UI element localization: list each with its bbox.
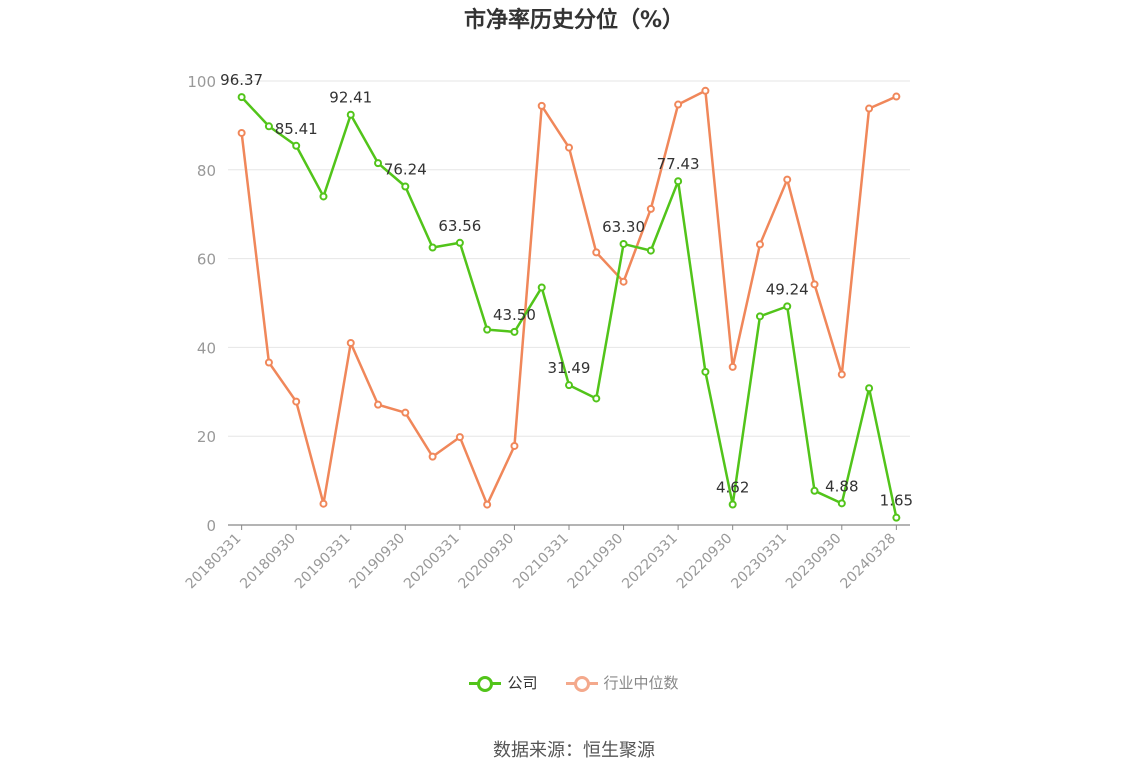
data-point-company (455, 238, 464, 247)
data-point-industry-median (701, 86, 710, 95)
y-tick-label: 80 (197, 162, 216, 180)
y-tick-label: 40 (197, 339, 216, 357)
data-point-company (401, 182, 410, 191)
x-tick-label: 20190331 (292, 531, 354, 593)
data-label: 4.88 (825, 477, 858, 495)
y-tick-label: 0 (206, 517, 216, 535)
data-point-industry-median (892, 92, 901, 101)
data-point-company (755, 312, 764, 321)
x-tick-label: 20180930 (237, 531, 299, 593)
data-point-company (483, 325, 492, 334)
data-point-company (810, 486, 819, 495)
data-point-industry-median (401, 408, 410, 417)
data-point-industry-median (264, 358, 273, 367)
x-tick-label: 20200930 (456, 531, 518, 593)
data-point-company (428, 243, 437, 252)
data-point-company (237, 93, 246, 102)
data-label: 63.56 (438, 217, 481, 235)
data-point-company (837, 499, 846, 508)
data-label: 31.49 (548, 359, 591, 377)
legend-swatch-industry-median (565, 675, 598, 692)
data-point-industry-median (537, 101, 546, 110)
data-point-industry-median (346, 338, 355, 347)
x-tick-label: 20180331 (183, 531, 245, 593)
x-tick-label: 20230930 (783, 531, 845, 593)
data-point-company (374, 159, 383, 168)
data-point-industry-median (755, 240, 764, 249)
legend: 公司 行业中位数 (0, 672, 1148, 693)
data-point-industry-median (319, 499, 328, 508)
data-point-company (619, 239, 628, 248)
y-tick-label: 60 (197, 251, 216, 269)
data-point-industry-median (455, 433, 464, 442)
data-label: 76.24 (384, 160, 427, 178)
data-point-industry-median (237, 128, 246, 137)
data-point-company (319, 192, 328, 201)
data-point-industry-median (565, 143, 573, 152)
data-label: 92.41 (329, 89, 372, 107)
legend-item-industry-median[interactable]: 行业中位数 (565, 672, 679, 693)
data-point-company (510, 327, 519, 336)
data-point-industry-median (292, 397, 301, 406)
data-point-industry-median (810, 280, 819, 289)
data-point-industry-median (646, 204, 655, 213)
data-point-company (728, 500, 737, 509)
legend-label-company: 公司 (507, 674, 538, 692)
chart-title: 市净率历史分位（%） (463, 8, 685, 33)
data-point-industry-median (428, 452, 437, 461)
data-point-company (674, 177, 683, 186)
data-point-company (592, 394, 601, 403)
legend-item-company[interactable]: 公司 (469, 672, 538, 693)
data-point-industry-median (728, 362, 737, 371)
data-point-company (701, 367, 710, 376)
x-tick-label: 20210331 (510, 531, 572, 593)
x-tick-label: 20190930 (346, 531, 408, 593)
data-point-company (865, 384, 874, 393)
x-tick-label: 20200331 (401, 531, 463, 593)
y-tick-label: 20 (197, 428, 216, 446)
data-point-company (892, 513, 901, 522)
data-point-industry-median (619, 277, 628, 286)
x-tick-label: 20210930 (565, 531, 627, 593)
data-label: 43.50 (493, 306, 536, 324)
y-tick-label: 100 (187, 73, 216, 91)
data-label: 49.24 (766, 280, 809, 298)
data-point-industry-median (783, 175, 792, 184)
legend-label-industry-median: 行业中位数 (603, 674, 679, 692)
data-point-industry-median (592, 248, 601, 257)
data-point-company (292, 141, 301, 150)
data-point-company (646, 246, 655, 255)
data-label: 77.43 (657, 155, 700, 173)
data-point-industry-median (674, 100, 683, 109)
x-tick-label: 20220331 (619, 531, 681, 593)
x-tick-label: 20230331 (728, 531, 790, 593)
x-tick-label: 20240328 (837, 531, 899, 593)
data-point-company (264, 122, 273, 131)
data-point-industry-median (865, 104, 874, 113)
legend-swatch-company (469, 675, 502, 692)
source-note: 数据来源：恒生聚源 (493, 740, 655, 761)
x-tick-label: 20220930 (674, 531, 736, 593)
data-point-company (346, 110, 355, 119)
data-point-company (565, 381, 573, 390)
data-label: 63.30 (602, 218, 645, 236)
data-label: 4.62 (716, 478, 749, 496)
data-point-industry-median (837, 370, 846, 379)
data-label: 1.65 (880, 492, 913, 510)
data-label: 96.37 (220, 71, 263, 89)
series-line-company (240, 96, 898, 518)
data-point-company (783, 302, 792, 311)
data-point-industry-median (374, 400, 383, 409)
data-point-company (537, 283, 546, 292)
data-point-industry-median (510, 441, 519, 450)
data-point-industry-median (483, 500, 492, 509)
data-label: 85.41 (275, 120, 318, 138)
